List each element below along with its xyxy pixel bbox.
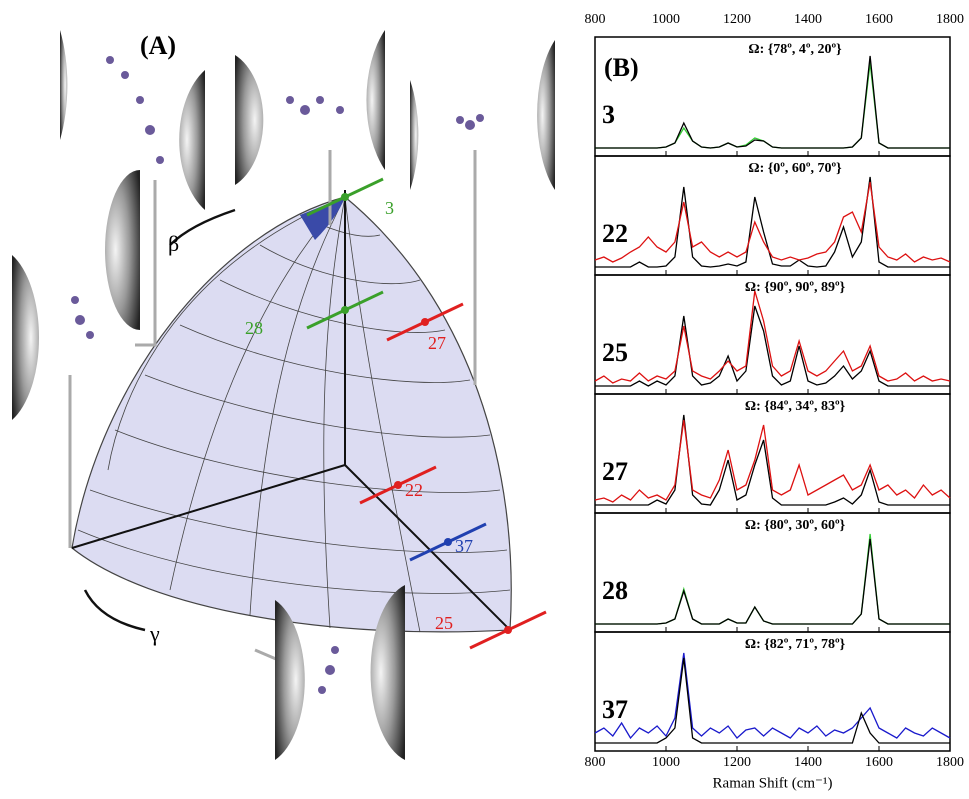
panel-label: (B) (604, 53, 639, 82)
x-tick-label: 1000 (652, 12, 680, 27)
gamma-label: γ (149, 621, 160, 646)
plot-frame (594, 631, 951, 752)
spectrum-line (594, 181, 951, 263)
orientation-label: 28 (245, 318, 263, 338)
orientation-dot (444, 538, 452, 546)
spectrum-title: 25 (602, 338, 628, 367)
orientation-dot (394, 481, 402, 489)
spectrum-subtitle: Ω: {80º, 30º, 60º} (745, 518, 846, 533)
sphere-grid (77, 196, 511, 633)
spectrum-subtitle: Ω: {82º, 71º, 78º} (745, 637, 846, 652)
x-tick-label: 800 (585, 12, 606, 27)
x-tick-label: 1800 (936, 12, 964, 27)
spectrum-line (595, 533, 950, 625)
orientation-dot (421, 318, 429, 326)
spectrum-line (595, 305, 950, 387)
x-tick-label: 1400 (794, 12, 822, 27)
x-tick-label: 1600 (865, 755, 893, 770)
orientation-dot (341, 193, 349, 201)
orientation-label: 3 (385, 198, 394, 218)
x-tick-label: 1000 (652, 755, 680, 770)
spectrum-title: 28 (602, 576, 628, 605)
spectrum-title: 37 (602, 695, 628, 724)
x-tick-label: 1200 (723, 755, 751, 770)
orientation-dot (504, 626, 512, 634)
axes (71, 190, 511, 631)
spectrum-line (595, 538, 950, 625)
x-axis-label: Raman Shift (cm⁻¹) (713, 775, 833, 791)
highlight-cell (300, 197, 345, 240)
orientation-label: 27 (428, 333, 446, 353)
spectrum-subtitle: Ω: {90º, 90º, 89º} (745, 280, 846, 295)
sphere-octant (71, 196, 512, 633)
x-tick-label: 1200 (723, 12, 751, 27)
spectrum-line (595, 176, 950, 268)
orientation-dot (341, 306, 349, 314)
panel-label: (A) (140, 31, 176, 60)
spectrum-subtitle: Ω: {84º, 34º, 83º} (745, 399, 846, 414)
orientation-label: 37 (455, 536, 473, 556)
x-tick-label: 1600 (865, 12, 893, 27)
spectrum-line (594, 290, 951, 384)
x-tick-label: 800 (585, 755, 606, 770)
electrodes (12, 30, 555, 760)
spectrum-line (595, 55, 950, 149)
x-tick-label: 1400 (794, 755, 822, 770)
beta-label: β (168, 231, 179, 256)
spectrum-line (594, 652, 951, 740)
spectrum-subtitle: Ω: {0º, 60º, 70º} (748, 161, 842, 176)
spectrum-line (594, 419, 951, 503)
spectrum-title: 22 (602, 219, 628, 248)
spectrum-line (595, 62, 950, 149)
spectrum-title: 3 (602, 100, 615, 129)
spectrum-line (595, 414, 950, 506)
molecules (71, 56, 484, 694)
orientation-label: 22 (405, 480, 423, 500)
gamma-arrow (83, 589, 146, 632)
orientation-diagram: (A) β γ 3 28 27 22 37 25 (12, 30, 555, 760)
orientation-label: 25 (435, 613, 453, 633)
spectrum-line (595, 657, 950, 744)
spectrum-subtitle: Ω: {78º, 4º, 20º} (748, 42, 842, 57)
beta-arrow (169, 208, 236, 246)
x-tick-label: 1800 (936, 755, 964, 770)
spectrum-title: 27 (602, 457, 628, 486)
